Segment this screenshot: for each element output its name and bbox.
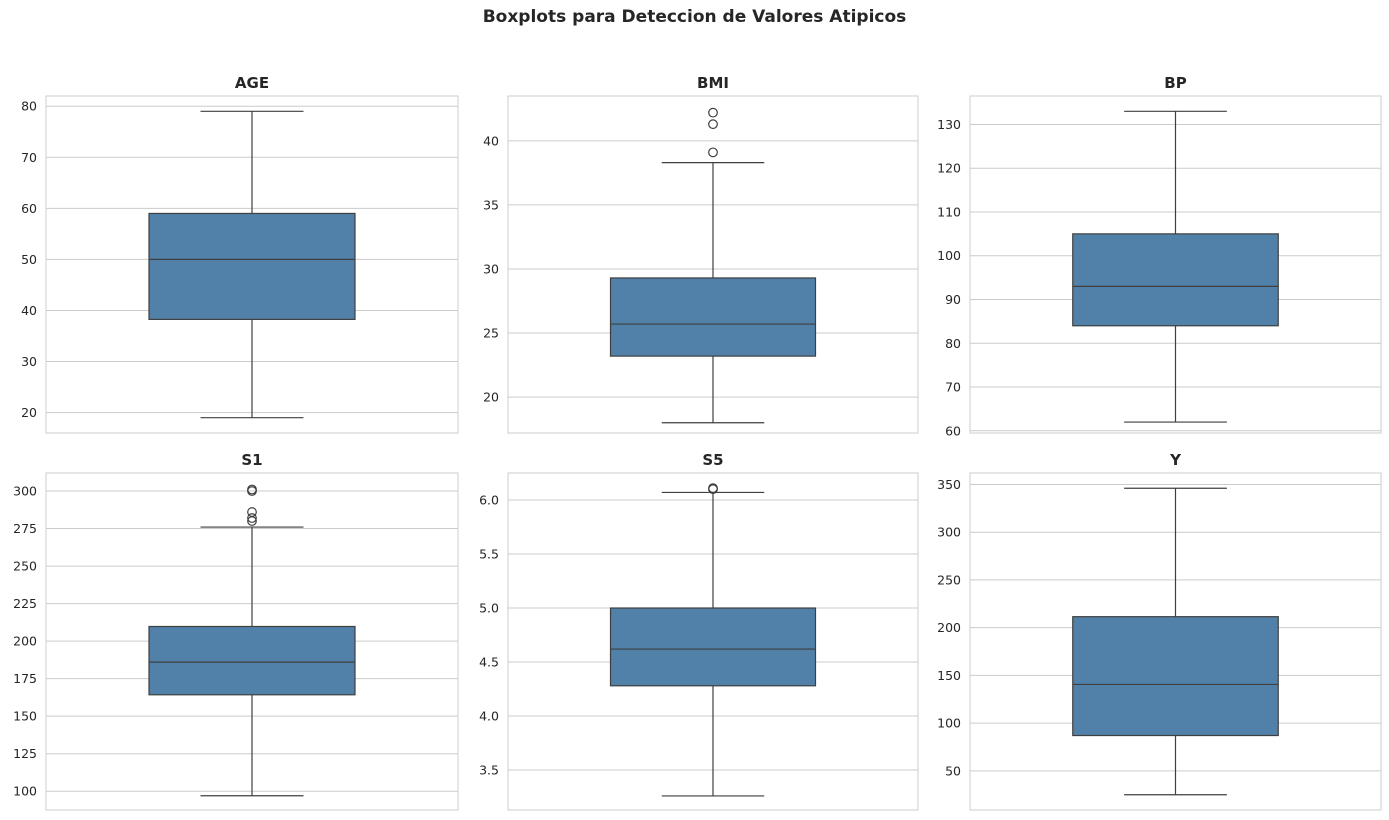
axes-frame [45,472,459,811]
y-tick-label: 300 [13,484,37,499]
y-tick-label: 25 [483,326,499,341]
axes-frame [969,472,1382,811]
y-tick-label: 350 [937,477,961,492]
panel-title: BMI [697,74,729,92]
y-tick-label: 20 [483,390,499,405]
figure-title: Boxplots para Deteccion de Valores Atipi… [482,7,907,27]
axes-frame [507,95,919,434]
iqr-box [609,277,817,357]
y-tick-label: 5.0 [479,601,499,616]
y-tick-label: 4.0 [479,709,499,724]
iqr-box [1072,233,1279,327]
panel-s1: 100 125 150 175 200 225 250 275 300 S1 [13,451,459,811]
y-tick-label: 250 [13,559,37,574]
y-tick-label: 300 [937,525,961,540]
panel-bmi: 20 25 30 35 40 BMI [483,74,919,434]
y-tick-label: 20 [21,405,37,420]
y-tick-label: 100 [13,784,37,799]
y-tick-label: 120 [937,161,961,176]
y-tick-label: 100 [937,248,961,263]
y-tick-label: 125 [13,746,37,761]
y-tick-label: 110 [937,204,961,219]
iqr-box [148,625,356,696]
outlier-point [708,147,718,158]
y-tick-label: 60 [945,423,961,438]
y-tick-label: 3.5 [479,763,499,778]
y-tick-label: 30 [21,354,37,369]
y-tick-label: 200 [937,620,961,635]
y-tick-label: 200 [13,634,37,649]
y-tick-label: 40 [21,303,37,318]
panel-age: 20 30 40 50 60 70 80 AGE [21,74,459,434]
iqr-box [148,212,356,320]
y-tick-label: 35 [483,197,499,212]
panel-title: S1 [241,451,262,469]
iqr-box [609,607,817,687]
panel-y: 50 100 150 200 250 300 350 Y [937,451,1382,811]
panel-title: BP [1164,74,1186,92]
iqr-box [1072,616,1279,737]
y-tick-label: 100 [937,716,961,731]
panel-bp: 60 70 80 90 100 110 120 130 BP [937,74,1382,438]
y-tick-label: 40 [483,133,499,148]
outlier-point [247,484,257,495]
y-tick-label: 6.0 [479,493,499,508]
y-tick-label: 5.5 [479,547,499,562]
panel-title: S5 [702,451,723,469]
y-tick-label: 50 [945,763,961,778]
outlier-point [247,507,257,517]
y-tick-label: 80 [21,99,37,114]
outlier-point [708,107,718,118]
axes-frame [507,472,919,811]
outlier-point [247,513,257,523]
y-tick-label: 150 [13,709,37,724]
outlier-point [708,119,718,130]
y-tick-label: 90 [945,292,961,307]
axes-frame [969,95,1382,434]
axes-frame [45,95,459,434]
y-tick-label: 60 [21,201,37,216]
panel-title: AGE [235,74,269,92]
y-tick-label: 150 [937,668,961,683]
y-tick-label: 70 [21,150,37,165]
outlier-point [708,483,718,494]
y-tick-label: 30 [483,261,499,276]
y-tick-label: 130 [937,117,961,132]
panel-s5: 3.5 4.0 4.5 5.0 5.5 6.0 S5 [479,451,919,811]
y-tick-label: 275 [13,521,37,536]
y-tick-label: 70 [945,380,961,395]
panel-title: Y [1169,451,1182,469]
y-tick-label: 225 [13,596,37,611]
y-tick-label: 175 [13,671,37,686]
y-tick-label: 50 [21,252,37,267]
y-tick-label: 4.5 [479,655,499,670]
y-tick-label: 250 [937,572,961,587]
y-tick-label: 80 [945,336,961,351]
